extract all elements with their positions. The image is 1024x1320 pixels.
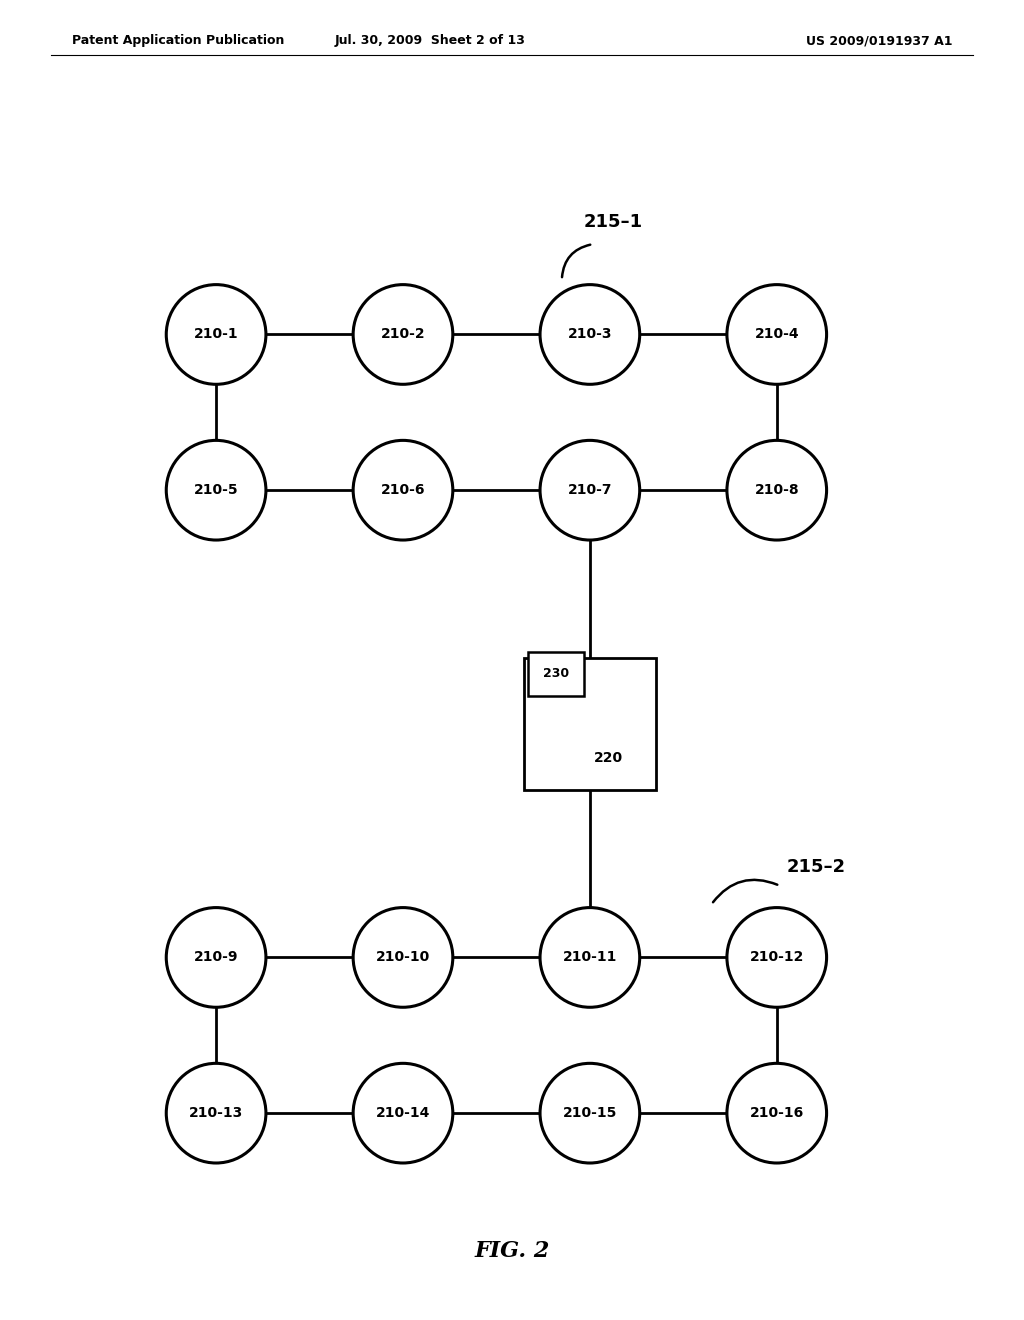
Text: 210-8: 210-8 [755, 483, 799, 498]
Circle shape [166, 441, 266, 540]
Text: 210-12: 210-12 [750, 950, 804, 965]
Text: 210-11: 210-11 [562, 950, 617, 965]
Circle shape [540, 1064, 640, 1163]
Text: 210-9: 210-9 [194, 950, 239, 965]
Circle shape [540, 285, 640, 384]
Text: 210-14: 210-14 [376, 1106, 430, 1121]
Text: 210-16: 210-16 [750, 1106, 804, 1121]
Circle shape [727, 1064, 826, 1163]
Bar [527, 652, 584, 696]
Circle shape [166, 908, 266, 1007]
Text: 210-7: 210-7 [567, 483, 612, 498]
Text: Jul. 30, 2009  Sheet 2 of 13: Jul. 30, 2009 Sheet 2 of 13 [335, 34, 525, 48]
Bar [523, 657, 656, 789]
Circle shape [727, 908, 826, 1007]
Circle shape [353, 908, 453, 1007]
Text: 210-6: 210-6 [381, 483, 425, 498]
Text: 210-4: 210-4 [755, 327, 799, 342]
Text: 210-1: 210-1 [194, 327, 239, 342]
Circle shape [727, 285, 826, 384]
Circle shape [353, 285, 453, 384]
Text: 230: 230 [543, 668, 568, 681]
Circle shape [540, 441, 640, 540]
Text: 210-5: 210-5 [194, 483, 239, 498]
Circle shape [166, 1064, 266, 1163]
Circle shape [353, 441, 453, 540]
Text: 210-10: 210-10 [376, 950, 430, 965]
Text: FIG. 2: FIG. 2 [474, 1241, 550, 1262]
Text: 210-15: 210-15 [562, 1106, 617, 1121]
Text: 215–2: 215–2 [786, 858, 845, 876]
Circle shape [540, 908, 640, 1007]
Text: 210-13: 210-13 [189, 1106, 244, 1121]
Circle shape [727, 441, 826, 540]
Circle shape [353, 1064, 453, 1163]
Text: 210-3: 210-3 [567, 327, 612, 342]
Text: US 2009/0191937 A1: US 2009/0191937 A1 [806, 34, 952, 48]
Circle shape [166, 285, 266, 384]
Text: 210-2: 210-2 [381, 327, 425, 342]
Text: Patent Application Publication: Patent Application Publication [72, 34, 284, 48]
Text: 215–1: 215–1 [584, 214, 643, 231]
Text: 220: 220 [594, 751, 624, 766]
